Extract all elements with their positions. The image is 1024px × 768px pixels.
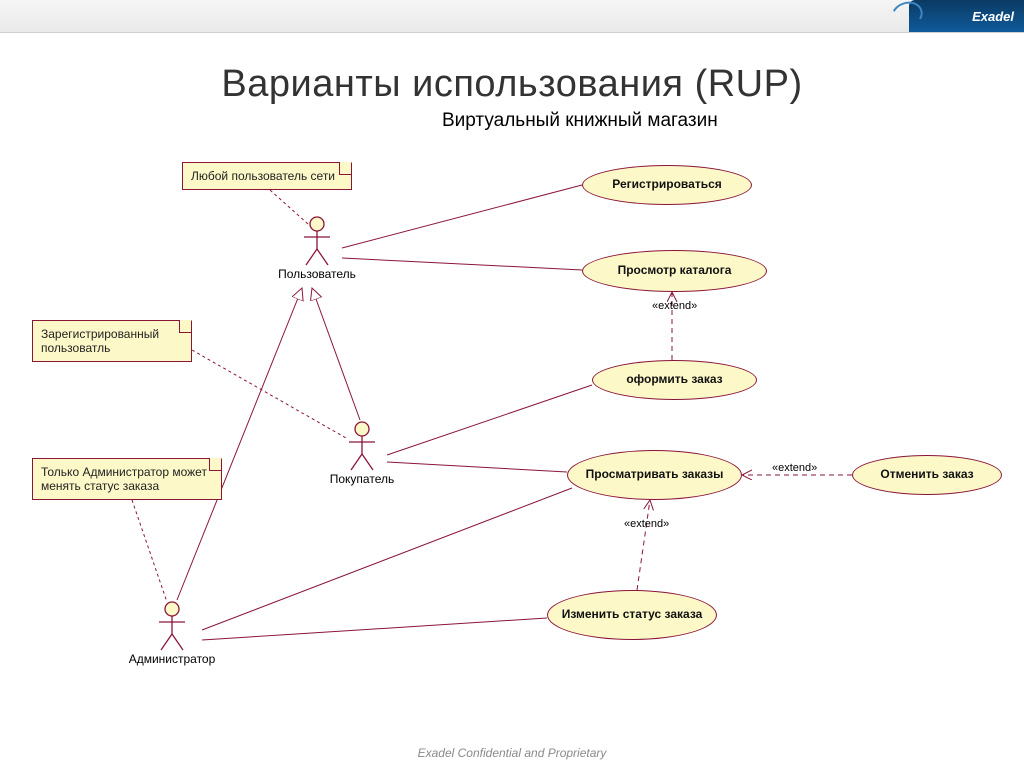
extend-label: «extend» (652, 300, 697, 312)
actor-admin: Администратор (127, 600, 217, 666)
brand-logo: Exadel (909, 0, 1024, 32)
actor-label: Администратор (127, 652, 217, 666)
diagram-canvas: Виртуальный книжный магазин Любой пользо… (12, 110, 1012, 720)
uc-change-status: Изменить статус заказа (547, 590, 717, 640)
brand-name: Exadel (972, 9, 1014, 24)
uc-register: Регистрироваться (582, 165, 752, 205)
actor-label: Пользователь (272, 267, 362, 281)
note-registered: Зарегистрированный пользоватль (32, 320, 192, 362)
uc-catalog: Просмотр каталога (582, 250, 767, 292)
header-bar: Exadel (0, 0, 1024, 33)
page-title: Варианты использования (RUP) (0, 63, 1024, 106)
uc-view-orders: Просматривать заказы (567, 450, 742, 500)
note-admin-only: Только Администратор может менять статус… (32, 458, 222, 500)
actor-user: Пользователь (272, 215, 362, 281)
actor-buyer: Покупатель (317, 420, 407, 486)
uc-order: оформить заказ (592, 360, 757, 400)
extend-label: «extend» (772, 462, 817, 474)
system-boundary-title: Виртуальный книжный магазин (442, 110, 718, 132)
uc-cancel: Отменить заказ (852, 455, 1002, 495)
footer-text: Exadel Confidential and Proprietary (0, 746, 1024, 760)
actor-label: Покупатель (317, 472, 407, 486)
note-any-user: Любой пользователь сети (182, 162, 352, 190)
extend-label: «extend» (624, 518, 669, 530)
